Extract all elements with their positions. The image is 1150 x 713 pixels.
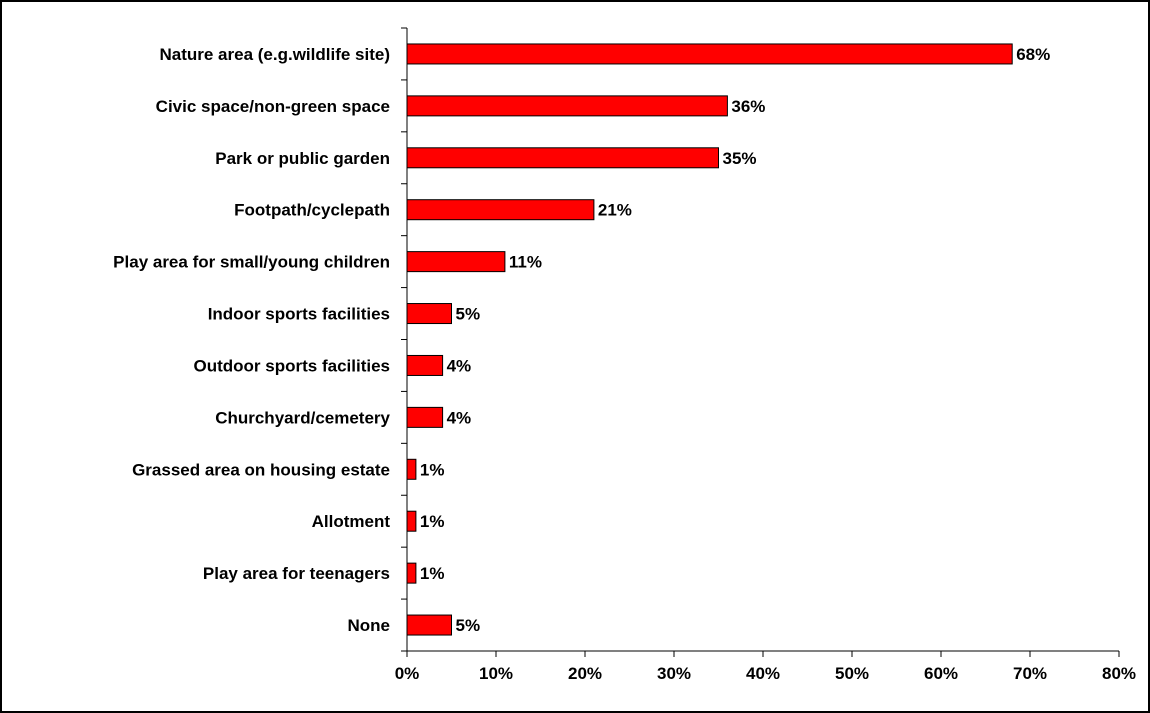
bars-layer xyxy=(406,43,1013,636)
bar xyxy=(406,95,728,117)
category-label: Footpath/cyclepath xyxy=(234,201,390,220)
bar xyxy=(406,562,417,584)
x-tick-label: 40% xyxy=(746,664,780,683)
x-tick-label: 0% xyxy=(395,664,420,683)
x-tick-label: 60% xyxy=(924,664,958,683)
bar xyxy=(406,43,1013,65)
data-label: 4% xyxy=(447,408,472,427)
category-label: Park or public garden xyxy=(215,149,390,168)
category-label: Indoor sports facilities xyxy=(208,305,390,324)
category-label: None xyxy=(348,616,391,635)
data-label: 11% xyxy=(509,253,542,272)
x-tick-label: 20% xyxy=(568,664,602,683)
bar xyxy=(406,147,719,169)
data-label: 68% xyxy=(1016,45,1050,64)
data-label: 1% xyxy=(420,512,445,531)
category-label: Play area for small/young children xyxy=(113,253,390,272)
category-label: Allotment xyxy=(312,512,391,531)
category-label: Play area for teenagers xyxy=(203,564,390,583)
bar xyxy=(406,406,444,428)
bar xyxy=(406,510,417,532)
labels-layer: Nature area (e.g.wildlife site) 68% Civic … xyxy=(113,45,1136,683)
category-label: Grassed area on housing estate xyxy=(132,460,390,479)
axes-layer xyxy=(401,27,1120,657)
x-tick-label: 10% xyxy=(479,664,513,683)
category-label: Outdoor sports facilities xyxy=(194,356,390,375)
bar xyxy=(406,303,452,325)
bar xyxy=(406,458,417,480)
bar xyxy=(406,614,452,636)
data-label: 1% xyxy=(420,460,445,479)
data-label: 5% xyxy=(456,305,481,324)
category-label: Churchyard/cemetery xyxy=(215,408,390,427)
data-label: 35% xyxy=(723,149,757,168)
x-tick-label: 70% xyxy=(1013,664,1047,683)
data-label: 4% xyxy=(447,356,472,375)
data-label: 36% xyxy=(731,97,765,116)
x-tick-label: 80% xyxy=(1102,664,1136,683)
bar xyxy=(406,199,595,221)
x-tick-label: 30% xyxy=(657,664,691,683)
category-label: Nature area (e.g.wildlife site) xyxy=(159,45,390,64)
bar xyxy=(406,251,506,273)
x-tick-label: 50% xyxy=(835,664,869,683)
data-label: 21% xyxy=(598,201,632,220)
data-label: 5% xyxy=(456,616,481,635)
data-label: 1% xyxy=(420,564,445,583)
category-label: Civic space/non-green space xyxy=(156,97,390,116)
bar xyxy=(406,354,444,376)
